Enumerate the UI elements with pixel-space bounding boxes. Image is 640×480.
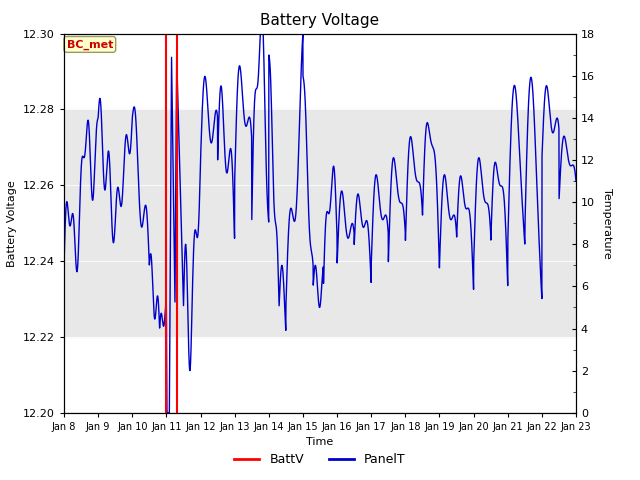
Legend: BattV, PanelT: BattV, PanelT <box>229 448 411 471</box>
Text: BC_met: BC_met <box>67 39 113 49</box>
X-axis label: Time: Time <box>307 437 333 447</box>
Title: Battery Voltage: Battery Voltage <box>260 13 380 28</box>
Bar <box>64 109 576 337</box>
Y-axis label: Temperature: Temperature <box>602 188 612 259</box>
Y-axis label: Battery Voltage: Battery Voltage <box>8 180 17 266</box>
